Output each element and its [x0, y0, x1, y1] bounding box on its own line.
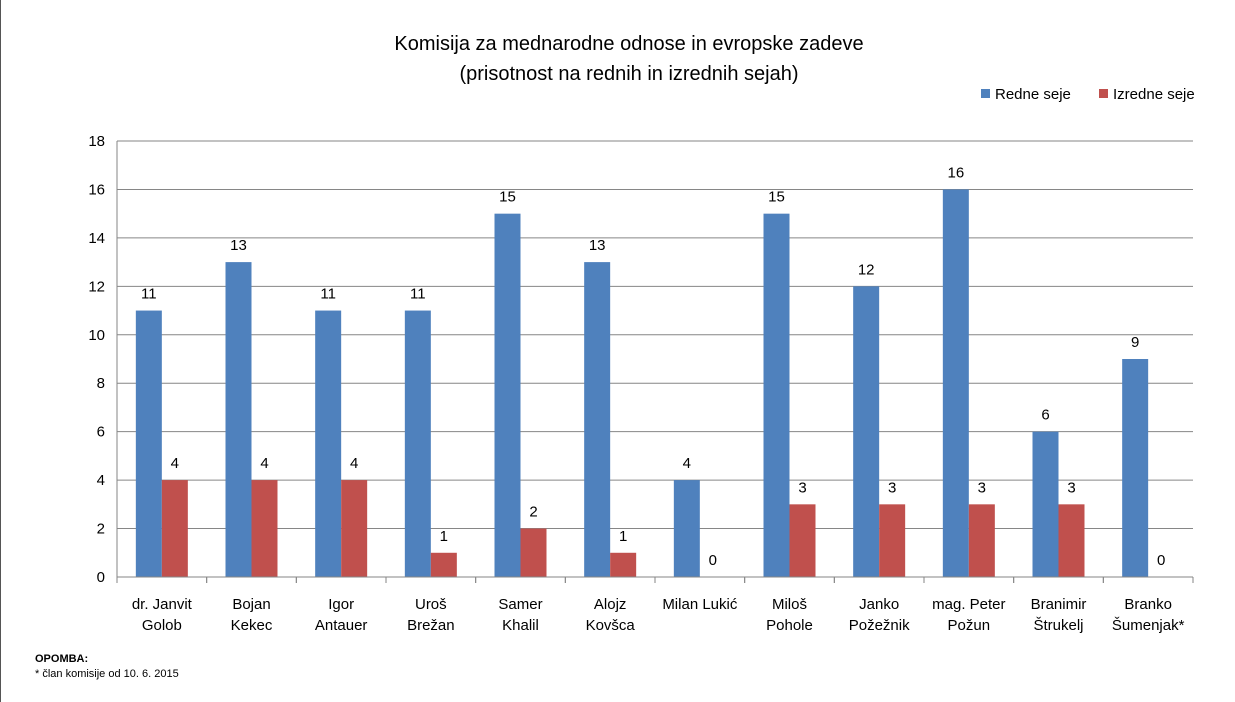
- y-tick-label: 4: [97, 472, 105, 489]
- x-tick-label: Bojan: [232, 596, 270, 613]
- gridlines: [117, 140, 1193, 530]
- bar-redne: [853, 286, 880, 577]
- data-label: 4: [350, 455, 358, 472]
- x-tick-label: Branimir: [1031, 596, 1087, 613]
- bar-redne: [494, 213, 521, 577]
- x-tick-label: Kovšca: [586, 617, 636, 634]
- x-tick-label: Požežnik: [849, 617, 910, 634]
- bar-izredne: [879, 504, 906, 577]
- data-label: 1: [440, 528, 448, 545]
- data-label: 3: [1067, 479, 1075, 496]
- data-label: 15: [499, 189, 516, 206]
- data-label: 16: [947, 164, 964, 181]
- data-label: 4: [683, 455, 691, 472]
- bar-izredne: [251, 480, 278, 577]
- data-label: 0: [1157, 552, 1165, 569]
- x-tick-label: Samer: [498, 596, 542, 613]
- bar-redne: [763, 213, 790, 577]
- data-label: 0: [709, 552, 717, 569]
- bar-redne: [135, 310, 162, 577]
- x-tick-label: Igor: [328, 596, 354, 613]
- data-label: 6: [1041, 407, 1049, 424]
- data-label: 11: [141, 286, 157, 303]
- axes: [116, 141, 1194, 583]
- data-label: 9: [1131, 334, 1139, 351]
- legend: Redne seje Izredne seje: [981, 86, 1195, 103]
- y-tick-label: 12: [88, 278, 105, 295]
- x-tick-label: Alojz: [594, 596, 627, 613]
- data-label: 4: [260, 455, 268, 472]
- y-axis-ticks: 0 2 4 6 8 10 12 14 16 18: [88, 133, 105, 586]
- footnote-title: OPOMBA:: [35, 653, 89, 665]
- data-label: 4: [171, 455, 179, 472]
- chart-title: Komisija za mednarodne odnose in evropsk…: [394, 33, 863, 55]
- y-tick-label: 6: [97, 424, 105, 441]
- bar-redne: [584, 262, 611, 577]
- x-tick-label: Štrukelj: [1033, 617, 1083, 634]
- bar-redne: [225, 262, 252, 577]
- data-label: 11: [320, 286, 336, 303]
- data-label: 15: [768, 189, 785, 206]
- x-tick-label: Golob: [142, 617, 182, 634]
- y-tick-label: 2: [97, 521, 105, 538]
- y-tick-label: 10: [88, 327, 105, 344]
- bar-redne: [404, 310, 431, 577]
- bar-izredne: [1058, 504, 1085, 577]
- x-tick-label: mag. Peter: [932, 596, 1005, 613]
- data-label: 3: [888, 479, 896, 496]
- legend-swatch-redne: [981, 89, 990, 98]
- bar-izredne: [161, 480, 188, 577]
- bar-izredne: [341, 480, 368, 577]
- bar-redne: [673, 480, 700, 577]
- y-tick-label: 16: [88, 181, 105, 198]
- x-tick-label: Uroš: [415, 596, 447, 613]
- x-tick-label: Požun: [948, 617, 991, 634]
- bar-izredne: [520, 528, 547, 577]
- bar-redne: [1122, 359, 1149, 577]
- x-tick-label: dr. Janvit: [132, 596, 193, 613]
- x-axis-labels: dr. Janvit Golob Bojan Kekec Igor Antauer Uroš…: [132, 596, 1185, 634]
- x-tick-label: Khalil: [502, 617, 539, 634]
- y-tick-label: 0: [97, 569, 105, 586]
- bar-redne: [942, 189, 969, 577]
- footnote: OPOMBA: * član komisije od 10. 6. 2015: [35, 652, 179, 682]
- bar-izredne: [789, 504, 816, 577]
- data-label: 12: [858, 261, 875, 278]
- x-tick-label: Brežan: [407, 617, 455, 634]
- x-tick-label: Miloš: [772, 596, 807, 613]
- x-tick-label: Pohole: [766, 617, 813, 634]
- bar-redne: [315, 310, 342, 577]
- bar-izredne: [968, 504, 995, 577]
- x-tick-label: Janko: [859, 596, 899, 613]
- y-tick-label: 14: [88, 230, 105, 247]
- legend-swatch-izredne: [1099, 89, 1108, 98]
- x-tick-label: Antauer: [315, 617, 368, 634]
- data-label: 3: [978, 479, 986, 496]
- x-tick-label: Šumenjak*: [1112, 617, 1185, 634]
- y-tick-label: 18: [88, 133, 105, 150]
- bar-izredne: [430, 552, 457, 577]
- legend-label-izredne: Izredne seje: [1113, 86, 1195, 103]
- bar-redne: [1032, 431, 1059, 577]
- footnote-text: * član komisije od 10. 6. 2015: [35, 668, 179, 680]
- x-tick-label: Milan Lukić: [662, 596, 738, 613]
- bar-izredne: [610, 552, 637, 577]
- data-label: 13: [589, 237, 606, 254]
- data-label: 1: [619, 528, 627, 545]
- data-label: 2: [529, 504, 537, 521]
- data-label: 13: [230, 237, 247, 254]
- y-tick-label: 8: [97, 375, 105, 392]
- x-tick-label: Kekec: [231, 617, 273, 634]
- data-label: 11: [410, 286, 426, 303]
- data-label: 3: [798, 479, 806, 496]
- x-tick-label: Branko: [1124, 596, 1172, 613]
- legend-label-redne: Redne seje: [995, 86, 1071, 103]
- chart-subtitle: (prisotnost na rednih in izrednih sejah): [459, 63, 798, 85]
